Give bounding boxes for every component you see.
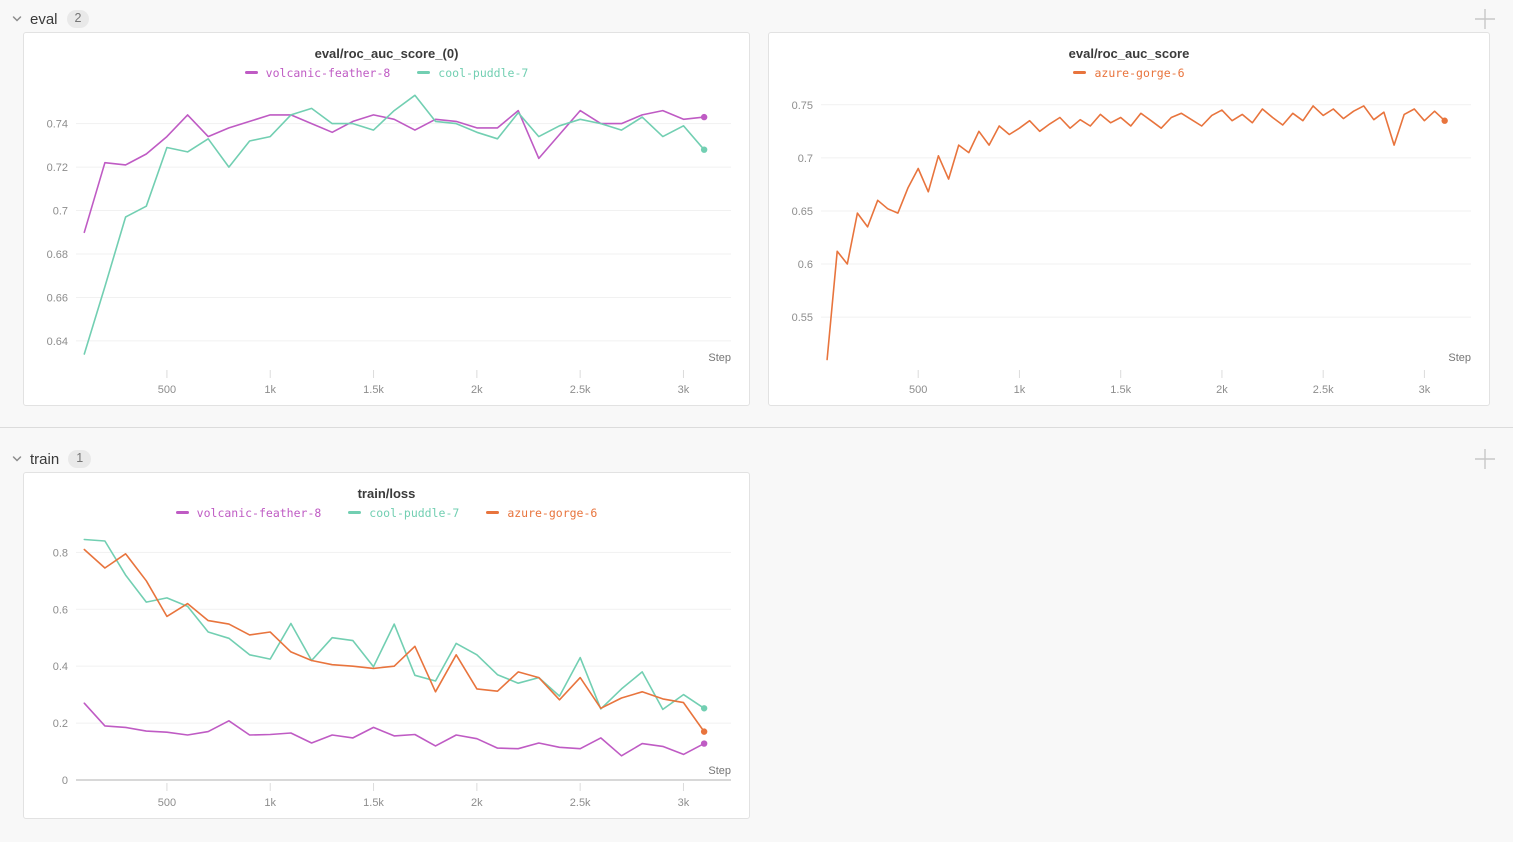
y-tick-label: 0.8 <box>53 547 68 559</box>
panel-count-badge: 2 <box>66 10 90 28</box>
legend-swatch <box>244 71 258 74</box>
chart-title: eval/roc_auc_score <box>1068 46 1190 61</box>
x-tick-label: 1.5k <box>363 384 384 396</box>
x-tick-label: 500 <box>158 797 176 809</box>
plus-icon <box>1475 449 1495 469</box>
add-panel-button[interactable] <box>1471 5 1499 33</box>
workspace-panels-page: eval 2 eval/roc_auc_score_(0) volcanic-f… <box>0 0 1513 819</box>
series-line-volcanic-feather-8 <box>83 702 705 757</box>
line-chart-train-loss[interactable]: 0 0.2 0.4 0.6 0.8 500 1k 1.5k 2k 2.5k 3k Step <box>24 523 749 818</box>
endpoint-dot-azure-gorge-6 <box>1441 117 1448 124</box>
legend-swatch <box>486 511 500 514</box>
endpoint-dot-volcanic-feather-8 <box>700 113 708 121</box>
y-tick-label: 0.65 <box>792 206 813 218</box>
chart-title: eval/roc_auc_score_(0) <box>314 46 459 61</box>
x-tick-label: 2k <box>471 797 483 809</box>
legend-swatch <box>417 71 431 74</box>
x-axis-label: Step <box>708 765 731 777</box>
series-line-volcanic-feather-8 <box>83 109 705 234</box>
legend-run-name: azure-gorge-6 <box>507 505 598 520</box>
y-tick-label: 0.64 <box>47 336 68 348</box>
legend-item-volcanic-feather-8[interactable]: volcanic-feather-8 <box>244 65 391 80</box>
x-tick-label: 1.5k <box>363 797 384 809</box>
y-tick-label: 0.74 <box>47 119 68 131</box>
collapse-section-button[interactable] <box>8 450 26 468</box>
section-title-eval[interactable]: eval <box>30 10 58 28</box>
section-eval: eval 2 eval/roc_auc_score_(0) volcanic-f… <box>0 0 1513 406</box>
x-tick-label: 2.5k <box>570 384 591 396</box>
series-line-cool-puddle-7 <box>83 94 705 355</box>
y-tick-label: 0.4 <box>53 661 68 673</box>
y-tick-label: 0.72 <box>47 162 68 174</box>
x-axis-label: Step <box>1448 352 1471 364</box>
x-tick-label: 2.5k <box>1313 384 1334 396</box>
section-header-eval: eval 2 <box>0 0 1513 32</box>
line-chart-roc-auc-score-0[interactable]: 0.64 0.66 0.68 0.7 0.72 0.74 500 1k 1.5k 2k 2.5k 3k… <box>24 83 749 405</box>
x-tick-label: 1k <box>264 797 276 809</box>
section-title-train[interactable]: train <box>30 450 60 468</box>
series-line-azure-gorge-6 <box>826 105 1446 361</box>
x-tick-label: 2k <box>471 384 483 396</box>
eval-panels-row: eval/roc_auc_score_(0) volcanic-feather-… <box>0 32 1513 406</box>
chevron-down-icon <box>12 16 22 22</box>
legend-run-name: cool-puddle-7 <box>438 65 529 80</box>
chart-panel-roc-auc-score-0[interactable]: eval/roc_auc_score_(0) volcanic-feather-… <box>23 32 750 406</box>
legend-swatch <box>1073 71 1087 74</box>
y-tick-label: 0.7 <box>798 153 813 165</box>
chart-title: train/loss <box>357 486 416 501</box>
x-tick-label: 500 <box>158 384 176 396</box>
x-tick-label: 2.5k <box>570 797 591 809</box>
x-axis-label: Step <box>708 352 731 364</box>
panel-count-badge: 1 <box>68 450 92 468</box>
legend-item-volcanic-feather-8[interactable]: volcanic-feather-8 <box>175 505 322 520</box>
y-tick-label: 0.7 <box>53 206 68 218</box>
train-panels-row: train/loss volcanic-feather-8 cool-puddle… <box>0 472 1513 819</box>
section-train: train 1 train/loss volcanic-feather-8 coo… <box>0 440 1513 819</box>
chart-legend: azure-gorge-6 <box>769 62 1489 83</box>
y-tick-label: 0 <box>62 775 68 787</box>
legend-run-name: azure-gorge-6 <box>1094 65 1185 80</box>
x-tick-label: 2k <box>1216 384 1228 396</box>
chart-panel-roc-auc-score[interactable]: eval/roc_auc_score azure-gorge-6 0.55 0.6… <box>768 32 1490 406</box>
add-panel-button[interactable] <box>1471 445 1499 473</box>
y-tick-label: 0.55 <box>792 312 813 324</box>
legend-item-azure-gorge-6[interactable]: azure-gorge-6 <box>486 506 597 520</box>
legend-swatch <box>175 511 189 514</box>
x-tick-label: 3k <box>1419 384 1431 396</box>
y-tick-label: 0.68 <box>47 249 68 261</box>
x-tick-label: 1.5k <box>1110 384 1131 396</box>
endpoint-dot-volcanic-feather-8 <box>700 740 708 747</box>
chart-panel-train-loss[interactable]: train/loss volcanic-feather-8 cool-puddle… <box>23 472 750 819</box>
y-tick-label: 0.2 <box>53 718 68 730</box>
legend-run-name: volcanic-feather-8 <box>196 505 322 520</box>
endpoint-dot-cool-puddle-7 <box>700 146 708 153</box>
section-header-train: train 1 <box>0 440 1513 472</box>
x-tick-label: 500 <box>909 384 927 396</box>
y-tick-label: 0.75 <box>792 100 813 112</box>
series-line-azure-gorge-6 <box>83 548 705 733</box>
y-tick-label: 0.6 <box>798 259 813 271</box>
x-tick-label: 1k <box>1014 384 1026 396</box>
series-line-cool-puddle-7 <box>83 538 705 711</box>
section-divider <box>0 427 1513 428</box>
endpoint-dot-cool-puddle-7 <box>700 705 708 712</box>
chart-legend: volcanic-feather-8 cool-puddle-7 <box>24 62 749 83</box>
line-chart-roc-auc-score[interactable]: 0.55 0.6 0.65 0.7 0.75 500 1k 1.5k 2k 2.5k 3k Step <box>769 83 1489 405</box>
plus-icon <box>1475 9 1495 29</box>
collapse-section-button[interactable] <box>8 10 26 28</box>
x-tick-label: 1k <box>264 384 276 396</box>
y-tick-label: 0.66 <box>47 292 68 304</box>
legend-item-azure-gorge-6[interactable]: azure-gorge-6 <box>1073 65 1185 80</box>
legend-run-name: volcanic-feather-8 <box>265 65 391 80</box>
y-tick-label: 0.6 <box>53 604 68 616</box>
x-tick-label: 3k <box>678 797 690 809</box>
chart-legend: volcanic-feather-8 cool-puddle-7 azure-gor… <box>24 502 749 523</box>
legend-swatch <box>348 511 362 514</box>
legend-run-name: cool-puddle-7 <box>369 505 460 520</box>
legend-item-cool-puddle-7[interactable]: cool-puddle-7 <box>348 506 459 520</box>
x-tick-label: 3k <box>678 384 690 396</box>
endpoint-dot-azure-gorge-6 <box>700 728 708 735</box>
legend-item-cool-puddle-7[interactable]: cool-puddle-7 <box>417 66 528 80</box>
chevron-down-icon <box>12 456 22 462</box>
